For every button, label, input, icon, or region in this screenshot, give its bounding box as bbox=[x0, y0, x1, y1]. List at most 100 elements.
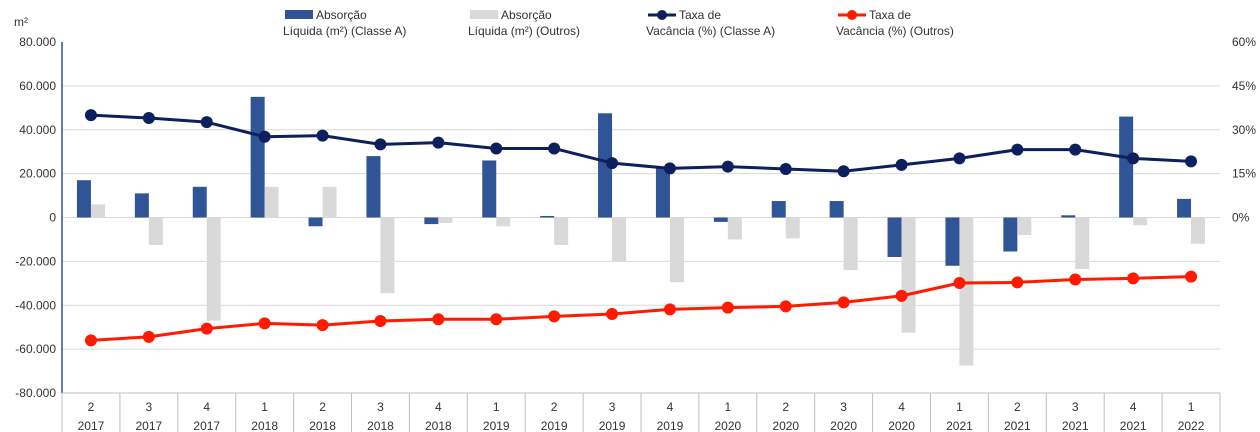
x-year-label: 2017 bbox=[135, 419, 162, 432]
bar-absorcao-classe-a bbox=[308, 217, 323, 227]
bar-absorcao-outros bbox=[1191, 217, 1206, 244]
bar-absorcao-outros bbox=[785, 217, 800, 239]
x-year-label: 2022 bbox=[1178, 419, 1205, 432]
point-vacancia-outros bbox=[142, 330, 155, 343]
legend-label-line1: Taxa de bbox=[679, 8, 721, 22]
point-vacancia-outros bbox=[490, 313, 503, 326]
x-quarter-label: 3 bbox=[840, 400, 847, 414]
bar-absorcao-outros bbox=[727, 217, 742, 240]
bar-absorcao-classe-a bbox=[713, 217, 728, 222]
x-quarter-label: 3 bbox=[377, 400, 384, 414]
legend-label-line1: Taxa de bbox=[869, 8, 911, 22]
bar-absorcao-classe-a bbox=[134, 193, 149, 218]
bar-absorcao-outros bbox=[1017, 217, 1032, 236]
bar-absorcao-outros bbox=[554, 217, 569, 245]
y-right-tick-label: 60% bbox=[1232, 35, 1256, 49]
bar-absorcao-outros bbox=[901, 217, 916, 333]
bar-absorcao-classe-a bbox=[1061, 215, 1076, 218]
point-vacancia-outros bbox=[1011, 276, 1024, 289]
x-quarter-label: 4 bbox=[898, 400, 905, 414]
point-vacancia-outros bbox=[1127, 272, 1140, 285]
bar-absorcao-classe-a bbox=[540, 215, 555, 218]
x-quarter-label: 4 bbox=[435, 400, 442, 414]
point-vacancia-classe-a bbox=[432, 136, 445, 149]
x-quarter-label: 1 bbox=[725, 400, 732, 414]
bar-absorcao-classe-a bbox=[192, 186, 207, 218]
point-vacancia-classe-a bbox=[606, 157, 619, 170]
x-quarter-label: 3 bbox=[1072, 400, 1079, 414]
y-left-tick-label: -80.000 bbox=[15, 386, 56, 400]
y-right-tick-label: 15% bbox=[1232, 167, 1256, 181]
x-year-label: 2020 bbox=[714, 419, 741, 432]
bar-absorcao-outros bbox=[1075, 217, 1090, 270]
point-vacancia-classe-a bbox=[1185, 155, 1198, 168]
x-quarter-label: 1 bbox=[956, 400, 963, 414]
y-left-tick-label: -40.000 bbox=[15, 298, 56, 312]
legend-label-line1: Absorção bbox=[316, 8, 367, 22]
x-quarter-label: 2 bbox=[88, 400, 95, 414]
x-quarter-label: 2 bbox=[551, 400, 558, 414]
point-vacancia-classe-a bbox=[663, 162, 676, 175]
point-vacancia-classe-a bbox=[1011, 143, 1024, 156]
x-quarter-label: 3 bbox=[609, 400, 616, 414]
point-vacancia-outros bbox=[606, 308, 619, 321]
x-year-label: 2020 bbox=[888, 419, 915, 432]
bar-absorcao-outros bbox=[322, 186, 337, 218]
point-vacancia-classe-a bbox=[895, 158, 908, 171]
point-vacancia-classe-a bbox=[200, 116, 213, 129]
bar-absorcao-classe-a bbox=[829, 201, 844, 218]
bar-absorcao-classe-a bbox=[482, 160, 497, 218]
point-vacancia-classe-a bbox=[142, 112, 155, 125]
bar-absorcao-classe-a bbox=[655, 167, 670, 218]
legend-marker-vacancia-classe-a bbox=[657, 10, 667, 20]
x-year-label: 2020 bbox=[772, 419, 799, 432]
point-vacancia-outros bbox=[548, 310, 561, 323]
point-vacancia-outros bbox=[721, 301, 734, 314]
point-vacancia-outros bbox=[895, 289, 908, 302]
x-year-label: 2017 bbox=[193, 419, 220, 432]
x-year-label: 2021 bbox=[1004, 419, 1031, 432]
point-vacancia-outros bbox=[1069, 273, 1082, 286]
x-year-label: 2019 bbox=[599, 419, 626, 432]
x-year-label: 2021 bbox=[1120, 419, 1147, 432]
line-vacancia-outros bbox=[90, 275, 1192, 342]
y-left-tick-label: 0 bbox=[49, 211, 56, 225]
x-year-label: 2019 bbox=[483, 419, 510, 432]
line-vacancia-classe-a bbox=[90, 113, 1192, 173]
point-vacancia-classe-a bbox=[721, 160, 734, 173]
x-quarter-label: 4 bbox=[667, 400, 674, 414]
y-right-tick-label: 45% bbox=[1232, 79, 1256, 93]
x-year-label: 2017 bbox=[78, 419, 105, 432]
bar-absorcao-outros bbox=[90, 204, 105, 218]
legend-label-line2: Vacância (%) (Outros) bbox=[836, 24, 954, 38]
point-vacancia-outros bbox=[1185, 270, 1198, 283]
x-quarter-label: 4 bbox=[1130, 400, 1137, 414]
point-vacancia-classe-a bbox=[490, 142, 503, 155]
point-vacancia-outros bbox=[953, 277, 966, 290]
bar-absorcao-outros bbox=[669, 217, 684, 283]
point-vacancia-classe-a bbox=[837, 165, 850, 178]
bar-absorcao-classe-a bbox=[250, 96, 265, 218]
y-left-tick-label: 60.000 bbox=[19, 79, 56, 93]
bar-absorcao-classe-a bbox=[1003, 217, 1018, 252]
point-vacancia-outros bbox=[316, 319, 329, 332]
x-quarter-label: 1 bbox=[261, 400, 268, 414]
legend-swatch-absorcao-classe-a bbox=[285, 10, 313, 19]
x-quarter-label: 2 bbox=[1014, 400, 1021, 414]
x-year-label: 2018 bbox=[425, 419, 452, 432]
point-vacancia-outros bbox=[837, 296, 850, 309]
bar-absorcao-classe-a bbox=[76, 180, 91, 218]
legend-swatch-absorcao-outros bbox=[470, 10, 498, 19]
point-vacancia-classe-a bbox=[258, 130, 271, 143]
bar-absorcao-outros bbox=[1133, 217, 1148, 226]
point-vacancia-outros bbox=[432, 313, 445, 326]
bar-absorcao-classe-a bbox=[598, 113, 613, 218]
point-vacancia-classe-a bbox=[953, 152, 966, 165]
point-vacancia-classe-a bbox=[1069, 143, 1082, 156]
y-right-tick-label: 30% bbox=[1232, 123, 1256, 137]
bar-absorcao-classe-a bbox=[424, 217, 439, 225]
x-quarter-label: 2 bbox=[782, 400, 789, 414]
legend-label-line2: Vacância (%) (Classe A) bbox=[646, 24, 775, 38]
x-quarter-label: 1 bbox=[1188, 400, 1195, 414]
